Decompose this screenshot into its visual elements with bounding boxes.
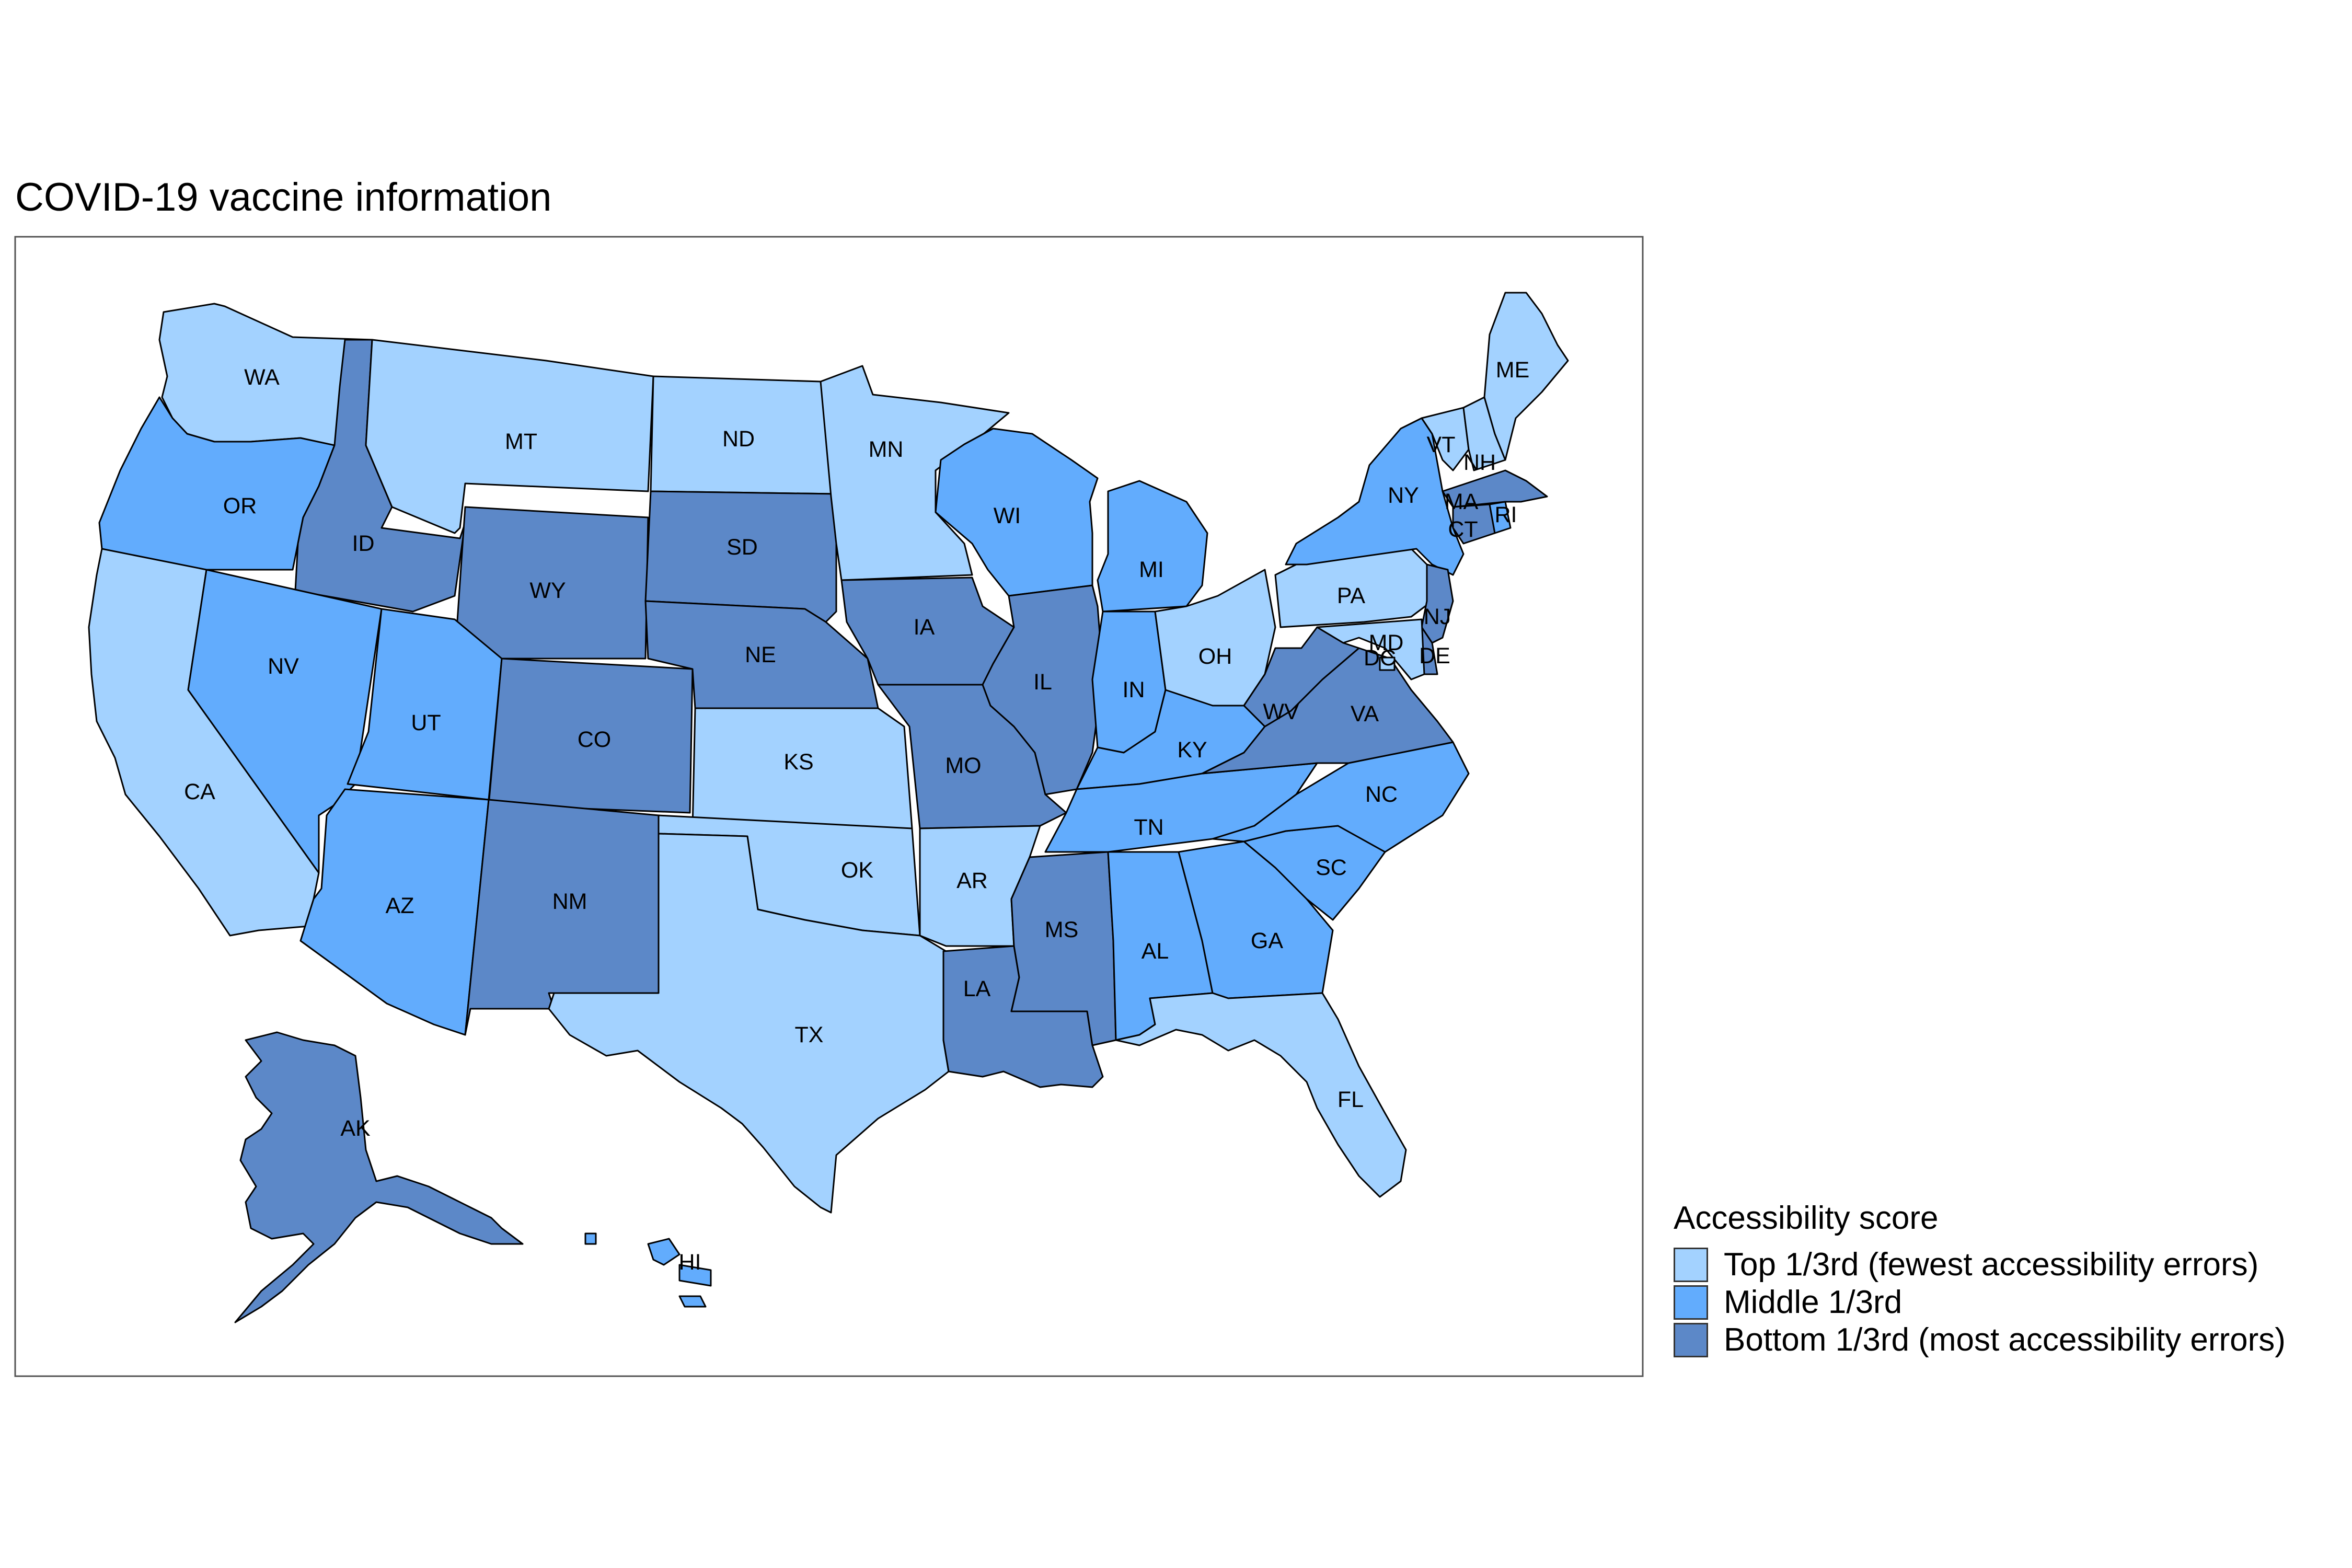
state-md <box>1316 618 1425 681</box>
legend-swatch-bottom <box>1674 1323 1708 1357</box>
state-label-ny: NY <box>1388 483 1419 508</box>
state-label-oh: OH <box>1198 644 1232 669</box>
state-label-id: ID <box>352 531 375 556</box>
state-nc <box>1212 741 1470 853</box>
legend-swatch-middle <box>1674 1285 1708 1320</box>
state-nj <box>1421 563 1454 644</box>
state-il <box>982 584 1104 795</box>
state-tx <box>548 833 950 1214</box>
state-label-ks: KS <box>783 750 813 775</box>
state-label-wi: WI <box>994 503 1021 528</box>
state-label-de: DE <box>1419 643 1450 668</box>
legend-label-bottom: Bottom 1/3rd (most accessibility errors) <box>1724 1322 2286 1358</box>
state-label-ar: AR <box>956 868 988 893</box>
state-label-wa: WA <box>244 365 280 390</box>
state-label-nm: NM <box>552 889 587 914</box>
state-label-mn: MN <box>869 437 904 462</box>
state-ks <box>691 707 913 829</box>
legend-item-middle: Middle 1/3rd <box>1674 1284 2286 1321</box>
state-label-mo: MO <box>945 753 981 778</box>
state-wy <box>454 506 649 660</box>
state-label-ms: MS <box>1045 917 1079 942</box>
state-label-la: LA <box>963 976 991 1001</box>
state-label-nc: NC <box>1365 782 1398 807</box>
state-label-ia: IA <box>914 615 935 640</box>
state-label-ok: OK <box>841 858 873 883</box>
state-ny <box>1285 417 1465 576</box>
state-ri <box>1489 501 1512 534</box>
state-label-wv: WV <box>1263 699 1299 724</box>
state-nv <box>187 569 383 874</box>
legend-item-top: Top 1/3rd (fewest accessibility errors) <box>1674 1246 2286 1284</box>
state-dc <box>1379 656 1396 671</box>
legend-item-bottom: Bottom 1/3rd (most accessibility errors) <box>1674 1321 2286 1359</box>
state-label-mi: MI <box>1139 557 1164 582</box>
state-label-me: ME <box>1496 358 1530 383</box>
state-label-in: IN <box>1123 677 1145 702</box>
state-label-hi: HI <box>679 1250 701 1275</box>
state-me <box>1483 292 1569 461</box>
state-hi <box>584 1232 712 1308</box>
legend-label-middle: Middle 1/3rd <box>1724 1284 1903 1320</box>
state-label-sc: SC <box>1316 855 1347 880</box>
state-label-az: AZ <box>386 893 414 918</box>
state-label-ma: MA <box>1445 489 1479 514</box>
state-label-fl: FL <box>1338 1087 1364 1112</box>
state-label-ut: UT <box>411 710 441 735</box>
state-label-il: IL <box>1033 670 1052 695</box>
state-label-ak: AK <box>340 1116 371 1141</box>
state-label-co: CO <box>578 727 612 752</box>
state-label-va: VA <box>1351 701 1379 727</box>
state-label-vt: VT <box>1427 432 1456 457</box>
state-label-mt: MT <box>505 429 537 454</box>
state-label-nd: ND <box>722 426 755 452</box>
map-title: COVID-19 vaccine information <box>15 175 552 220</box>
legend-title: Accessibility score <box>1674 1200 1939 1236</box>
state-label-sd: SD <box>727 535 758 560</box>
state-label-tx: TX <box>795 1022 824 1047</box>
state-label-nv: NV <box>268 654 299 679</box>
state-label-ga: GA <box>1251 928 1283 953</box>
state-label-al: AL <box>1142 939 1169 964</box>
legend: Accessibility score Top 1/3rd (fewest ac… <box>1674 1202 2286 1359</box>
state-label-nj: NJ <box>1424 604 1451 629</box>
state-ct <box>1452 503 1496 545</box>
state-label-tn: TN <box>1134 815 1163 840</box>
state-label-dc: DC <box>1364 645 1396 671</box>
state-label-ct: CT <box>1448 517 1478 542</box>
legend-label-top: Top 1/3rd (fewest accessibility errors) <box>1724 1247 2259 1283</box>
state-co <box>488 658 694 814</box>
state-label-wy: WY <box>529 578 566 603</box>
state-wi <box>935 428 1099 597</box>
state-label-ky: KY <box>1177 737 1207 763</box>
state-mt <box>365 339 654 534</box>
state-label-ne: NE <box>745 642 776 667</box>
legend-swatch-top <box>1674 1248 1708 1282</box>
state-mn <box>820 365 1010 581</box>
state-ak <box>234 1031 524 1323</box>
state-label-ca: CA <box>184 779 215 804</box>
state-fl <box>1115 992 1407 1198</box>
state-label-nh: NH <box>1463 450 1496 475</box>
state-label-or: OR <box>223 493 257 518</box>
state-label-ri: RI <box>1495 502 1517 527</box>
state-label-md: MD <box>1369 630 1404 655</box>
state-label-pa: PA <box>1337 583 1365 608</box>
